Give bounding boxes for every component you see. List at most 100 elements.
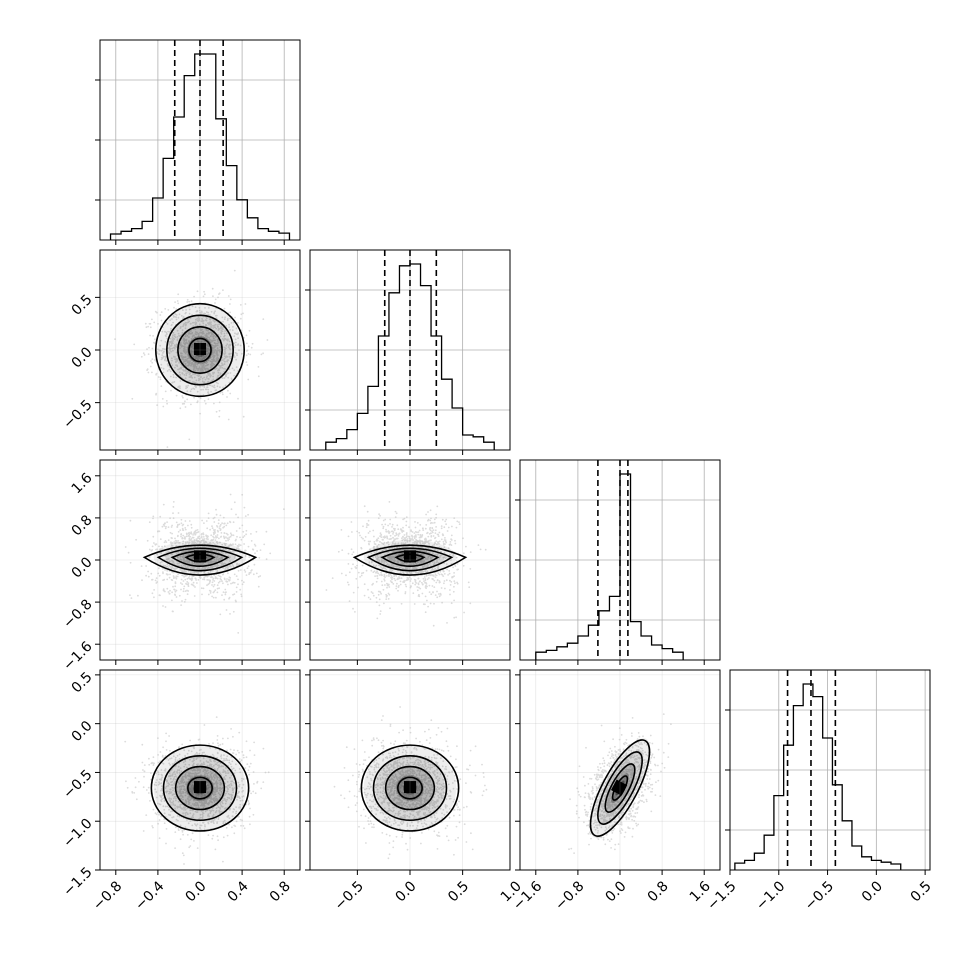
scatter-point [216, 577, 219, 580]
scatter-point [383, 535, 386, 538]
scatter-point [147, 575, 150, 578]
scatter-point [203, 357, 206, 360]
scatter-point [182, 523, 185, 526]
scatter-point [426, 532, 428, 535]
scatter-point [249, 762, 252, 765]
scatter-point [175, 575, 178, 578]
scatter-point [218, 415, 221, 418]
scatter-point [181, 395, 184, 397]
scatter-point [183, 348, 185, 350]
scatter-point [205, 334, 208, 336]
scatter-point [194, 530, 197, 533]
scatter-point [188, 340, 190, 343]
scatter-point [196, 290, 199, 293]
scatter-point [400, 602, 403, 605]
scatter-point [242, 536, 245, 539]
scatter-point [221, 377, 224, 379]
scatter-point [404, 591, 407, 593]
scatter-point [177, 302, 180, 305]
scatter-point [234, 344, 237, 346]
scatter-point [379, 610, 382, 612]
scatter-point [159, 515, 162, 518]
scatter-point [161, 354, 164, 356]
scatter-point [228, 579, 231, 582]
scatter-point [217, 519, 220, 521]
scatter-point [206, 349, 209, 351]
scatter-point [151, 545, 154, 548]
scatter-point [397, 577, 399, 580]
scatter-point [167, 309, 170, 311]
scatter-point [172, 512, 174, 515]
scatter-point [435, 540, 438, 542]
scatter-point [218, 409, 221, 412]
scatter-point [211, 353, 214, 356]
scatter-point [347, 535, 350, 538]
scatter-point [256, 550, 258, 552]
scatter-point [214, 355, 216, 357]
scatter-point [245, 529, 248, 532]
scatter-point [182, 534, 185, 537]
scatter-point [160, 319, 163, 322]
scatter-point [166, 446, 169, 448]
scatter-point [213, 583, 216, 586]
scatter-point [181, 372, 184, 374]
scatter-point [207, 336, 210, 339]
scatter-point [159, 349, 161, 352]
scatter-point [182, 587, 185, 590]
scatter-point [212, 333, 214, 335]
scatter-point [169, 541, 172, 544]
scatter-point [219, 613, 222, 616]
scatter-point [210, 323, 213, 326]
scatter-point [198, 323, 201, 326]
scatter-point [181, 574, 184, 577]
scatter-point [462, 564, 465, 567]
scatter-point [226, 537, 229, 540]
scatter-point [248, 773, 251, 776]
scatter-point [190, 332, 193, 335]
scatter-point [129, 561, 132, 564]
scatter-point [431, 527, 434, 530]
scatter-point [169, 362, 172, 364]
scatter-point [217, 839, 220, 842]
scatter-point [230, 322, 233, 324]
scatter-point [341, 549, 344, 551]
scatter-point [196, 847, 199, 849]
scatter-point [204, 334, 207, 336]
scatter-point [174, 358, 177, 361]
scatter-point [226, 396, 228, 398]
scatter-point [372, 529, 375, 532]
scatter-point [152, 535, 155, 538]
scatter-point [162, 503, 165, 506]
scatter-point [186, 370, 189, 373]
scatter-point [443, 526, 446, 529]
scatter-point [247, 345, 250, 348]
scatter-point [180, 588, 182, 591]
scatter-point [187, 585, 190, 588]
scatter-point [250, 346, 253, 349]
scatter-point [211, 527, 214, 530]
scatter-point [185, 341, 188, 343]
scatter-point [203, 576, 206, 579]
scatter-point [190, 376, 193, 379]
scatter-point [192, 325, 195, 328]
scatter-point [209, 314, 211, 317]
scatter-point [197, 334, 200, 337]
scatter-point [408, 526, 410, 528]
scatter-point [244, 549, 247, 552]
scatter-point [237, 397, 239, 400]
scatter-point [458, 521, 460, 523]
scatter-point [210, 374, 212, 377]
scatter-point [388, 538, 391, 540]
scatter-point [169, 573, 171, 576]
scatter-point [180, 535, 182, 538]
scatter-point [146, 539, 149, 542]
scatter-point [202, 319, 205, 322]
scatter-point [168, 368, 171, 371]
scatter-point [436, 596, 439, 599]
scatter-point [214, 529, 216, 531]
scatter-point [175, 358, 177, 361]
scatter-point [183, 402, 186, 405]
scatter-point [228, 352, 231, 355]
scatter-point [391, 576, 394, 579]
scatter-point [367, 532, 370, 534]
